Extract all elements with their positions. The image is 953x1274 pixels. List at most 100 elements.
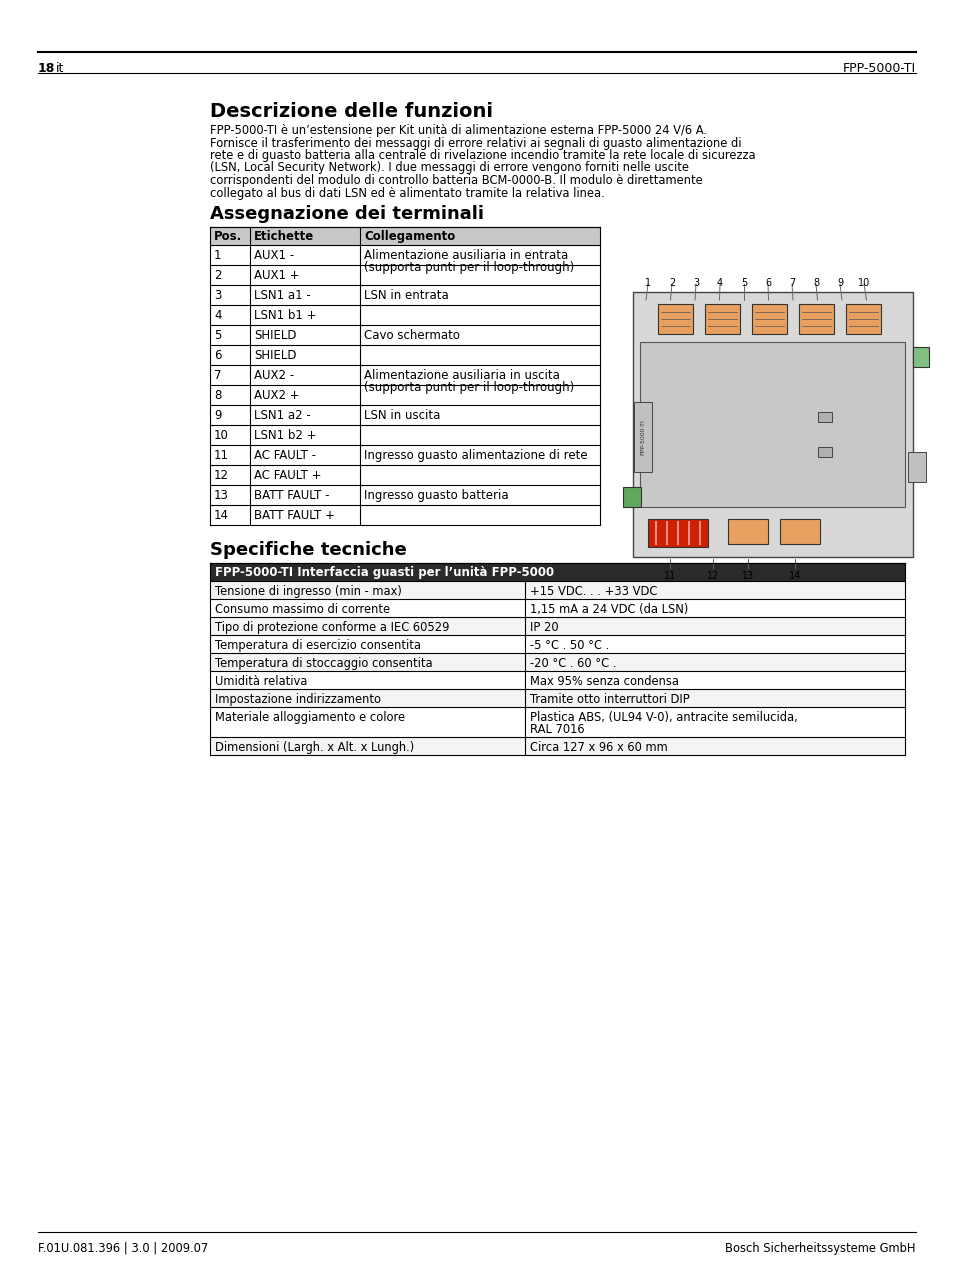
Text: Cavo schermato: Cavo schermato bbox=[364, 329, 459, 341]
Text: LSN in uscita: LSN in uscita bbox=[364, 409, 440, 422]
Text: Alimentazione ausiliaria in entrata: Alimentazione ausiliaria in entrata bbox=[364, 248, 568, 262]
Text: 2: 2 bbox=[213, 269, 221, 282]
Text: LSN1 b2 +: LSN1 b2 + bbox=[253, 429, 316, 442]
Bar bbox=[210, 634, 904, 654]
Text: AUX2 +: AUX2 + bbox=[253, 389, 299, 403]
Text: IP 20: IP 20 bbox=[530, 620, 558, 634]
Text: 6: 6 bbox=[213, 349, 221, 362]
Bar bbox=[658, 304, 692, 334]
Bar bbox=[210, 285, 599, 304]
Text: 3: 3 bbox=[213, 289, 221, 302]
Text: Descrizione delle funzioni: Descrizione delle funzioni bbox=[210, 102, 493, 121]
Bar bbox=[799, 304, 833, 334]
Text: 14: 14 bbox=[788, 571, 801, 581]
Bar bbox=[704, 304, 740, 334]
Text: Bosch Sicherheitssysteme GmbH: Bosch Sicherheitssysteme GmbH bbox=[724, 1242, 915, 1255]
Text: 10: 10 bbox=[213, 429, 229, 442]
Text: -20 °C . 60 °C .: -20 °C . 60 °C . bbox=[530, 657, 616, 670]
Text: SHIELD: SHIELD bbox=[253, 329, 296, 341]
Text: BATT FAULT +: BATT FAULT + bbox=[253, 510, 335, 522]
Text: Plastica ABS, (UL94 V-0), antracite semilucida,: Plastica ABS, (UL94 V-0), antracite semi… bbox=[530, 711, 797, 724]
Text: Tensione di ingresso (min - max): Tensione di ingresso (min - max) bbox=[214, 585, 401, 598]
Text: (supporta punti per il loop-through): (supporta punti per il loop-through) bbox=[364, 261, 574, 274]
Text: 1: 1 bbox=[213, 248, 221, 262]
Text: 18: 18 bbox=[38, 62, 55, 75]
Text: 1,15 mA a 24 VDC (da LSN): 1,15 mA a 24 VDC (da LSN) bbox=[530, 603, 688, 617]
Text: Fornisce il trasferimento dei messaggi di errore relativi ai segnali di guasto a: Fornisce il trasferimento dei messaggi d… bbox=[210, 136, 740, 149]
Bar bbox=[210, 385, 599, 405]
Bar bbox=[210, 485, 599, 505]
Text: 1: 1 bbox=[644, 278, 650, 288]
Text: Tipo di protezione conforme a IEC 60529: Tipo di protezione conforme a IEC 60529 bbox=[214, 620, 449, 634]
Text: (LSN, Local Security Network). I due messaggi di errore vengono forniti nelle us: (LSN, Local Security Network). I due mes… bbox=[210, 162, 688, 175]
Text: 13: 13 bbox=[741, 571, 753, 581]
Bar bbox=[845, 304, 880, 334]
Text: LSN in entrata: LSN in entrata bbox=[364, 289, 448, 302]
Text: AUX1 +: AUX1 + bbox=[253, 269, 299, 282]
Text: 4: 4 bbox=[717, 278, 722, 288]
Text: Temperatura di stoccaggio consentita: Temperatura di stoccaggio consentita bbox=[214, 657, 432, 670]
Text: 9: 9 bbox=[213, 409, 221, 422]
Text: +15 VDC. . . +33 VDC: +15 VDC. . . +33 VDC bbox=[530, 585, 657, 598]
Text: Assegnazione dei terminali: Assegnazione dei terminali bbox=[210, 205, 483, 223]
Bar bbox=[210, 581, 904, 599]
Bar bbox=[210, 304, 599, 325]
Bar bbox=[780, 519, 820, 544]
Text: Materiale alloggiamento e colore: Materiale alloggiamento e colore bbox=[214, 711, 405, 724]
Text: FPP-5000-TI: FPP-5000-TI bbox=[842, 62, 915, 75]
Text: 7: 7 bbox=[788, 278, 794, 288]
Bar bbox=[817, 412, 831, 422]
Bar bbox=[634, 403, 651, 471]
Bar bbox=[210, 364, 599, 385]
Text: LSN1 a1 -: LSN1 a1 - bbox=[253, 289, 311, 302]
Bar bbox=[210, 707, 904, 736]
Text: AC FAULT +: AC FAULT + bbox=[253, 469, 321, 482]
Text: 14: 14 bbox=[213, 510, 229, 522]
Bar bbox=[210, 563, 904, 581]
Text: 5: 5 bbox=[740, 278, 746, 288]
Text: 8: 8 bbox=[812, 278, 819, 288]
Text: 3: 3 bbox=[692, 278, 699, 288]
Text: it: it bbox=[56, 62, 64, 75]
Bar bbox=[210, 445, 599, 465]
Bar bbox=[817, 447, 831, 457]
Bar bbox=[647, 519, 707, 547]
Bar bbox=[751, 304, 786, 334]
Text: 12: 12 bbox=[213, 469, 229, 482]
Text: BATT FAULT -: BATT FAULT - bbox=[253, 489, 329, 502]
Text: Specifiche tecniche: Specifiche tecniche bbox=[210, 541, 406, 559]
Text: LSN1 a2 -: LSN1 a2 - bbox=[253, 409, 311, 422]
Text: Impostazione indirizzamento: Impostazione indirizzamento bbox=[214, 693, 380, 706]
Text: AUX2 -: AUX2 - bbox=[253, 369, 294, 382]
Text: Etichette: Etichette bbox=[253, 231, 314, 243]
Bar bbox=[633, 292, 912, 557]
Text: 8: 8 bbox=[213, 389, 221, 403]
Text: 4: 4 bbox=[213, 310, 221, 322]
Text: SHIELD: SHIELD bbox=[253, 349, 296, 362]
Bar bbox=[639, 341, 904, 507]
Text: 6: 6 bbox=[764, 278, 770, 288]
Text: Max 95% senza condensa: Max 95% senza condensa bbox=[530, 675, 679, 688]
Bar bbox=[210, 265, 599, 285]
Text: collegato al bus di dati LSN ed è alimentato tramite la relativa linea.: collegato al bus di dati LSN ed è alimen… bbox=[210, 186, 604, 200]
Bar bbox=[210, 599, 904, 617]
Text: Temperatura di esercizio consentita: Temperatura di esercizio consentita bbox=[214, 640, 420, 652]
Text: RAL 7016: RAL 7016 bbox=[530, 724, 584, 736]
Text: FPP-5000-TI è un’estensione per Kit unità di alimentazione esterna FPP-5000 24 V: FPP-5000-TI è un’estensione per Kit unit… bbox=[210, 124, 706, 138]
Text: 9: 9 bbox=[836, 278, 842, 288]
Text: 5: 5 bbox=[213, 329, 221, 341]
Text: 12: 12 bbox=[706, 571, 719, 581]
Text: 10: 10 bbox=[857, 278, 869, 288]
Text: AC FAULT -: AC FAULT - bbox=[253, 448, 315, 462]
Text: LSN1 b1 +: LSN1 b1 + bbox=[253, 310, 316, 322]
Text: 2: 2 bbox=[668, 278, 675, 288]
Text: Ingresso guasto alimentazione di rete: Ingresso guasto alimentazione di rete bbox=[364, 448, 587, 462]
Bar bbox=[210, 465, 599, 485]
Text: rete e di guasto batteria alla centrale di rivelazione incendio tramite la rete : rete e di guasto batteria alla centrale … bbox=[210, 149, 755, 162]
Text: Collegamento: Collegamento bbox=[364, 231, 455, 243]
Text: 11: 11 bbox=[213, 448, 229, 462]
Bar bbox=[210, 689, 904, 707]
Bar bbox=[210, 736, 904, 755]
Text: 11: 11 bbox=[663, 571, 676, 581]
Bar bbox=[210, 654, 904, 671]
